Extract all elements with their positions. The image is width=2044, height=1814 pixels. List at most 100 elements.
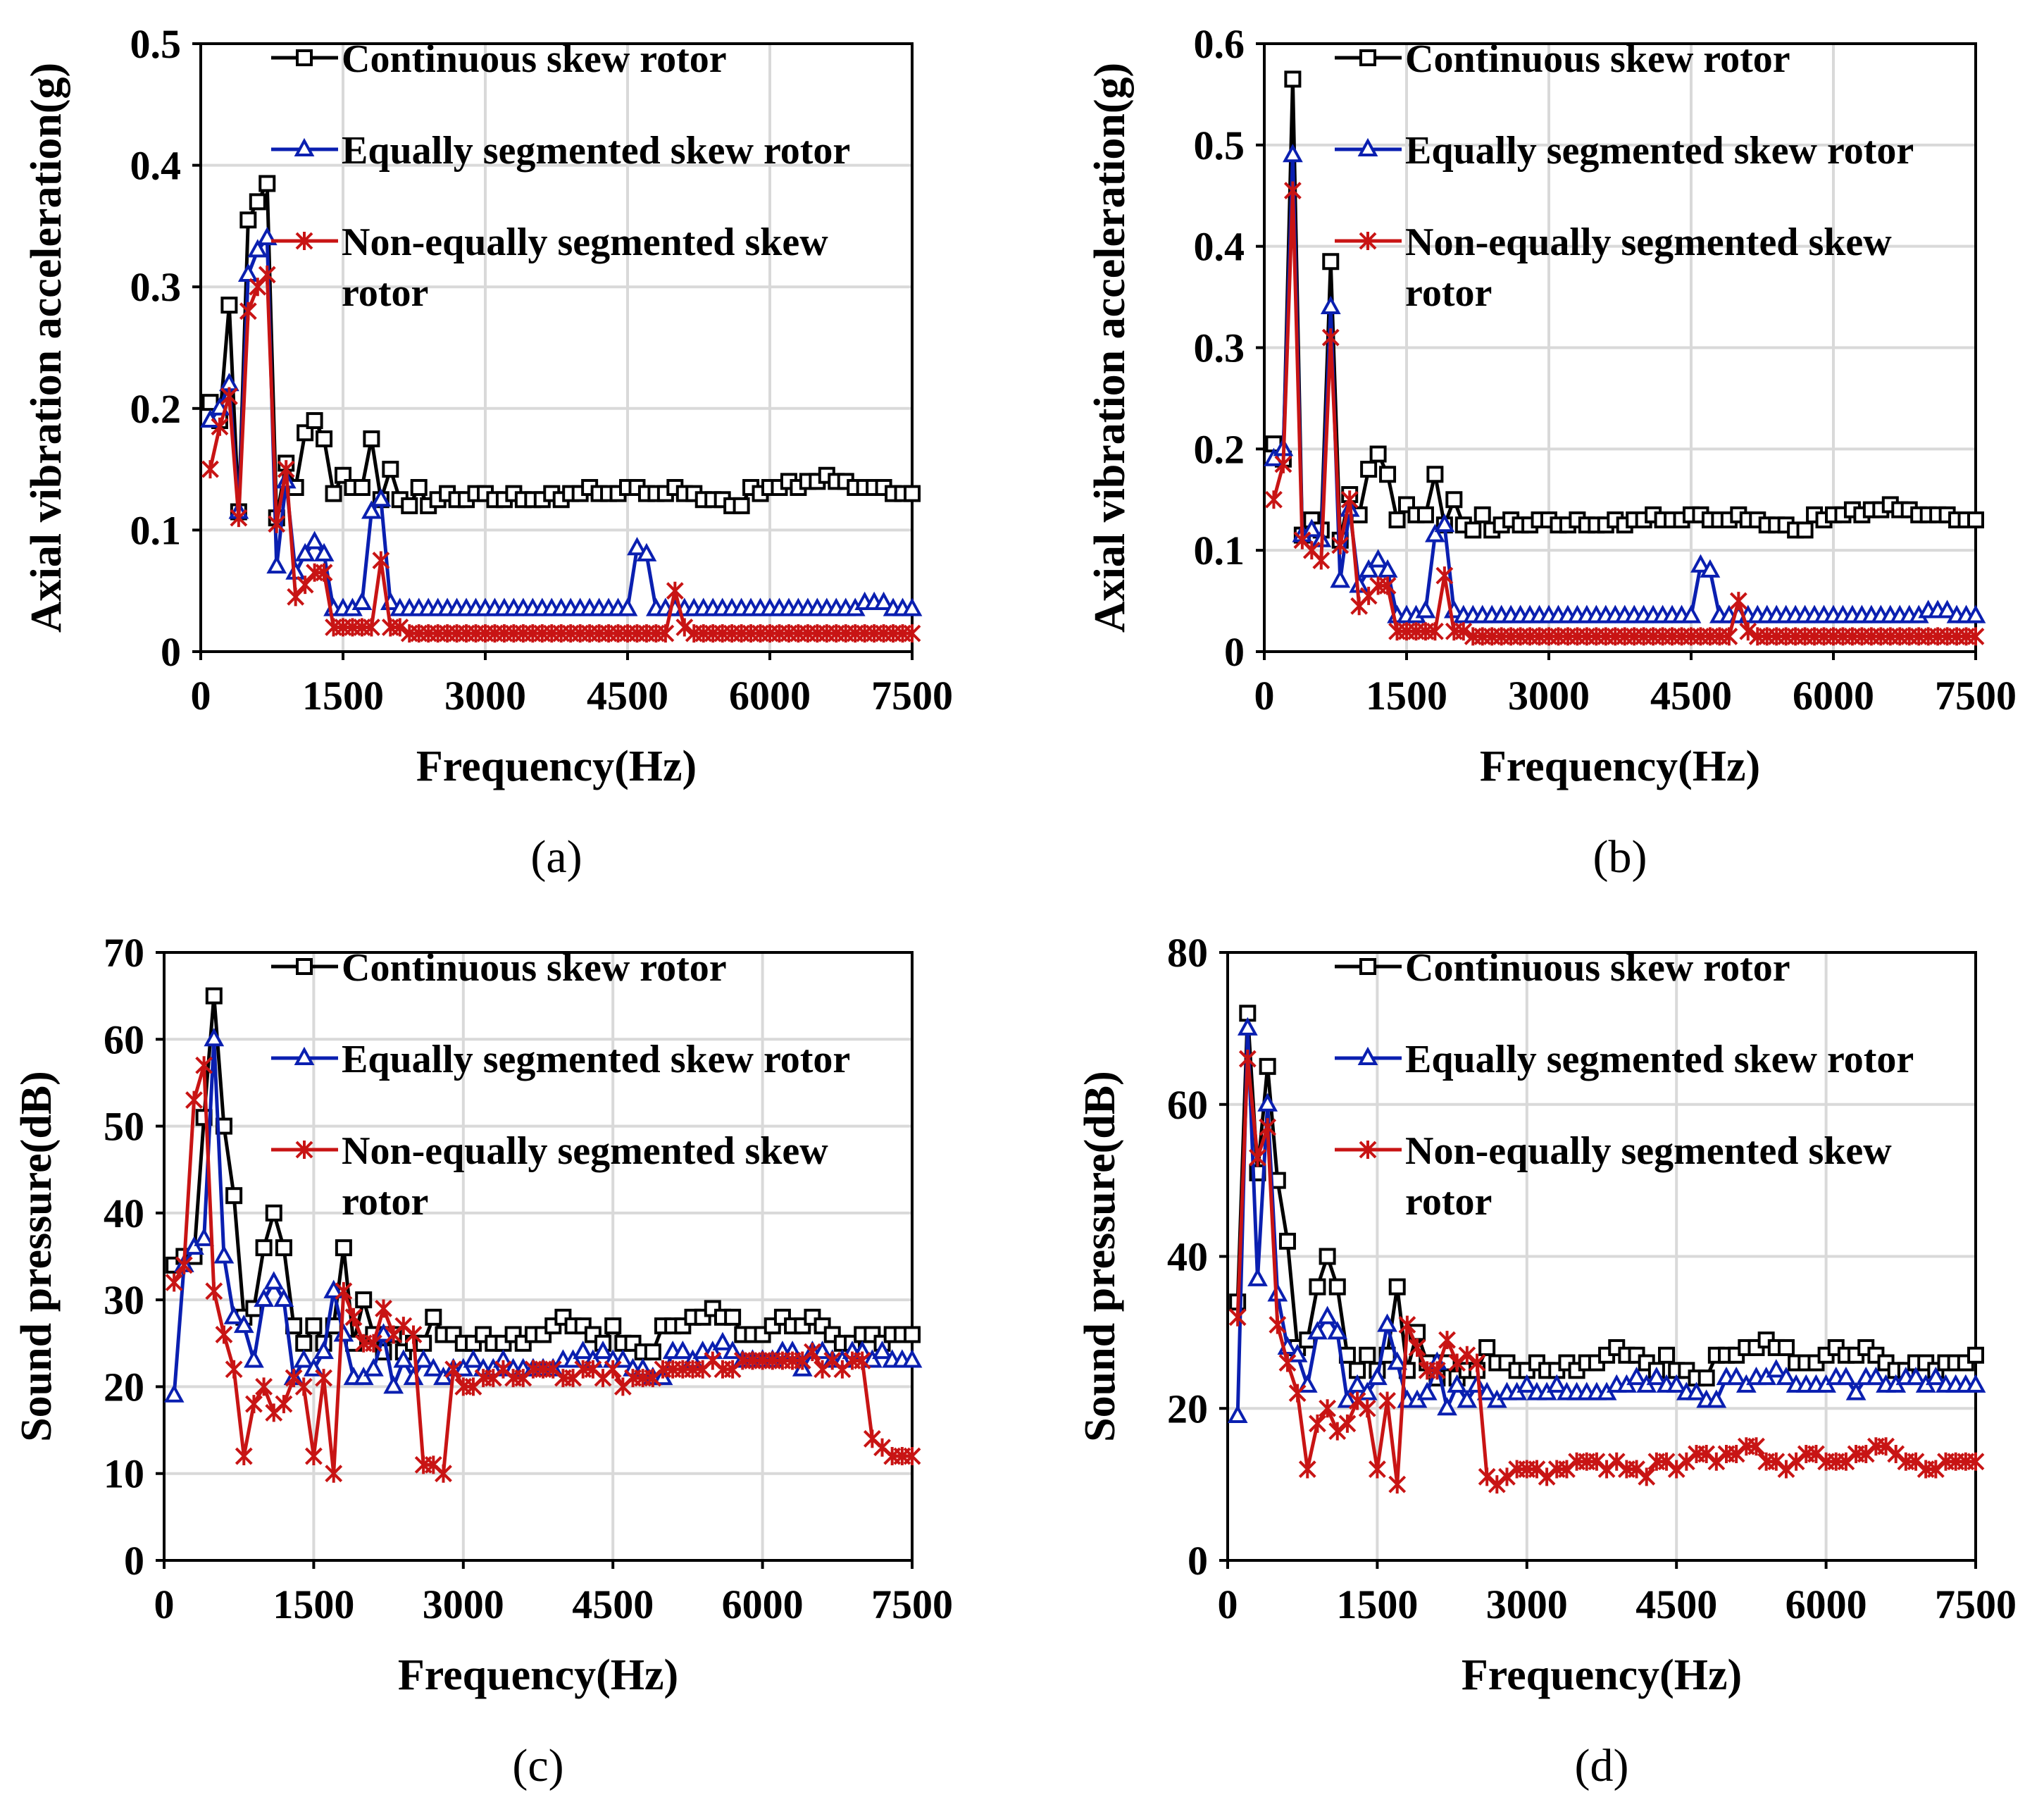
legend: Continuous skew rotor Equally segmented s… <box>271 37 850 315</box>
data-point <box>1516 1374 1538 1393</box>
data-point <box>165 1273 183 1292</box>
y-tick-label: 0.2 <box>1194 426 1245 472</box>
data-point <box>1607 1452 1626 1471</box>
data-point <box>287 588 305 607</box>
data-point <box>1538 1467 1556 1486</box>
data-point <box>220 297 238 314</box>
data-point <box>393 1349 414 1368</box>
data-point <box>1464 521 1482 539</box>
data-point <box>351 591 373 610</box>
data-point <box>814 1360 831 1379</box>
x-axis-label: Frequency(Hz) <box>398 1651 678 1699</box>
data-point <box>1340 490 1359 509</box>
data-point <box>1434 514 1455 533</box>
data-point <box>1317 1305 1338 1324</box>
data-point <box>1667 1460 1685 1479</box>
legend-label: Continuous skew rotor <box>1405 946 1790 990</box>
data-point <box>1388 1475 1407 1494</box>
data-point <box>644 1343 661 1361</box>
gridlines <box>1264 44 1976 652</box>
data-point <box>1937 600 1957 619</box>
y-tick-label: 0.3 <box>1194 325 1245 371</box>
data-point <box>904 1326 921 1343</box>
data-point <box>861 1349 883 1368</box>
data-point <box>1628 1460 1645 1479</box>
data-point <box>1408 1338 1426 1357</box>
data-point <box>1337 1389 1358 1408</box>
y-tick-label: 40 <box>1167 1234 1208 1280</box>
data-point <box>1836 1366 1857 1386</box>
data-point <box>617 597 638 616</box>
x-tick-label: 6000 <box>1786 1582 1867 1627</box>
data-point <box>1283 144 1303 163</box>
x-axis-label: Frequency(Hz) <box>1462 1651 1742 1699</box>
data-point <box>1447 1374 1468 1393</box>
data-point <box>1776 1366 1797 1386</box>
data-point <box>363 1358 384 1377</box>
data-point <box>1301 518 1322 538</box>
legend-label: Continuous skew rotor <box>342 946 727 990</box>
data-point <box>353 478 370 496</box>
y-tick-label: 0.1 <box>130 507 182 553</box>
data-point <box>704 1351 722 1370</box>
data-point <box>1283 181 1302 200</box>
x-tick-label: 1500 <box>1336 1582 1418 1627</box>
data-point <box>1845 1381 1867 1400</box>
data-point <box>1681 604 1702 623</box>
data-point <box>304 530 325 549</box>
data-point <box>1309 1278 1326 1296</box>
panel-label: (c) <box>512 1740 563 1791</box>
data-point <box>1905 1366 1926 1386</box>
data-point <box>833 1360 852 1379</box>
legend: Continuous skew rotor Equally segmented s… <box>271 946 850 1224</box>
data-point <box>305 1317 323 1335</box>
data-point <box>803 1343 821 1362</box>
data-point <box>863 1429 881 1448</box>
panel-label: (d) <box>1575 1740 1629 1791</box>
data-point <box>1319 1399 1337 1418</box>
data-point <box>1706 1389 1727 1408</box>
data-point <box>1478 1467 1496 1486</box>
data-point <box>344 1307 363 1327</box>
data-point <box>335 466 351 484</box>
data-point <box>666 581 684 600</box>
data-point <box>463 1349 484 1368</box>
y-tick-label: 0 <box>124 1538 144 1584</box>
data-point <box>1338 1414 1357 1433</box>
data-point <box>239 302 257 321</box>
data-point <box>1558 1460 1576 1479</box>
data-point <box>316 430 333 447</box>
data-point <box>1588 1452 1606 1471</box>
data-point <box>1278 1353 1297 1372</box>
data-point <box>1274 454 1292 473</box>
data-point <box>394 1317 413 1336</box>
legend-label: Equally segmented skew rotor <box>342 1038 850 1081</box>
data-point <box>370 488 392 507</box>
data-point <box>225 1187 243 1205</box>
data-point <box>1727 1444 1745 1463</box>
data-point <box>1377 1313 1397 1332</box>
data-point <box>335 1281 353 1300</box>
data-point <box>1528 1460 1546 1479</box>
legend-label: Non-equally segmented skew rotor <box>342 220 828 315</box>
x-tick-label: 6000 <box>1793 673 1874 719</box>
data-point <box>1379 466 1397 483</box>
data-point <box>712 1331 733 1350</box>
gridlines <box>201 44 912 652</box>
data-point <box>297 424 314 442</box>
data-point <box>201 460 219 479</box>
y-tick-label: 0.4 <box>130 143 182 189</box>
data-point <box>904 485 921 502</box>
data-point <box>372 551 390 570</box>
data-point <box>325 485 342 502</box>
data-point <box>258 175 276 192</box>
data-point <box>627 537 647 556</box>
data-point <box>853 1351 871 1370</box>
y-tick-label: 0.5 <box>1194 123 1245 168</box>
data-point <box>1358 1399 1376 1418</box>
data-point <box>1378 576 1397 595</box>
data-point <box>1426 622 1444 641</box>
series-2 <box>1227 1017 1986 1424</box>
y-axis-label: Sound pressure(dB) <box>1076 1071 1124 1442</box>
data-point <box>304 1447 323 1466</box>
